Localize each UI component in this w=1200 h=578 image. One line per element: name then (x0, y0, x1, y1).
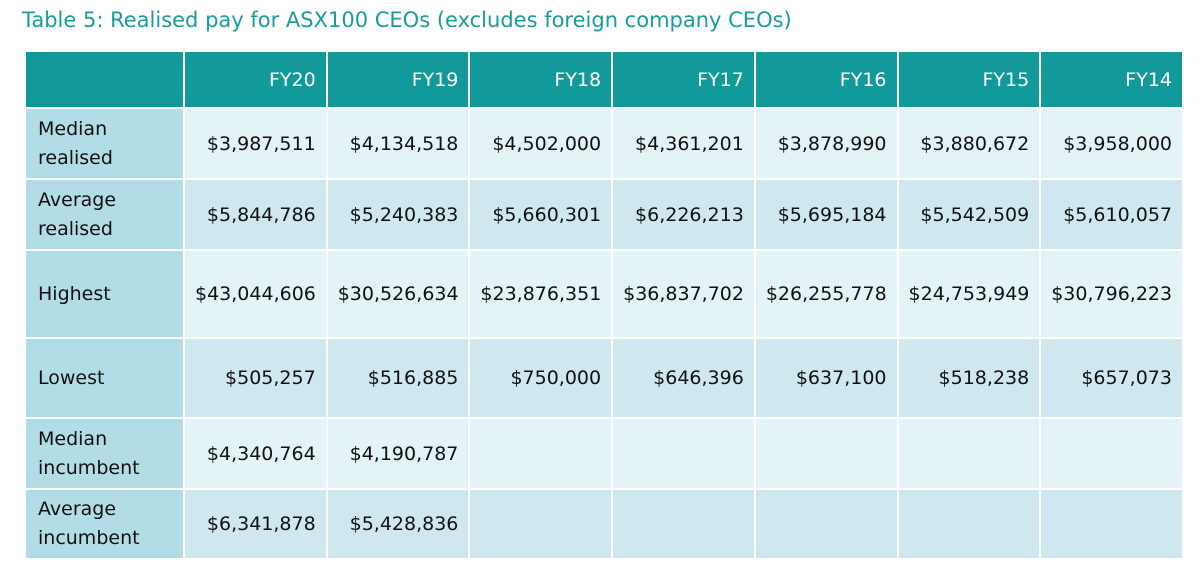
table-cell (753, 488, 899, 560)
table-cell: $43,044,606 (183, 249, 328, 339)
table-row: Lowest $505,257 $516,885 $750,000 $646,396 $6… (24, 337, 1184, 419)
table-cell: $3,880,672 (896, 107, 1042, 180)
column-header: FY15 (896, 50, 1042, 109)
table-cell: $750,000 (468, 337, 614, 419)
row-label: Median incumbent (24, 417, 185, 490)
table-cell (896, 488, 1042, 560)
table-cell: $4,134,518 (325, 107, 471, 180)
table-cell: $646,396 (611, 337, 756, 419)
table-cell: $24,753,949 (896, 249, 1042, 339)
table-cell (611, 488, 756, 560)
table-cell: $657,073 (1039, 337, 1184, 419)
realised-pay-table: FY20 FY19 FY18 FY17 FY16 FY15 FY14 Median real… (24, 50, 1184, 560)
row-label: Average realised (24, 178, 185, 251)
table-cell (611, 417, 756, 490)
table-cell: $505,257 (183, 337, 328, 419)
table-cell: $5,240,383 (325, 178, 471, 251)
table-cell: $5,660,301 (468, 178, 614, 251)
table-cell: $30,526,634 (325, 249, 471, 339)
table-cell: $4,502,000 (468, 107, 614, 180)
table-cell: $4,361,201 (611, 107, 756, 180)
column-header: FY17 (611, 50, 756, 109)
table-row: Average realised $5,844,786 $5,240,383 $5,6… (24, 178, 1184, 251)
table-row: Median incumbent $4,340,764 $4,190,787 (24, 417, 1184, 490)
table-title: Table 5: Realised pay for ASX100 CEOs (e… (22, 8, 792, 32)
column-header: FY18 (468, 50, 614, 109)
column-header: FY20 (183, 50, 328, 109)
header-corner (24, 50, 185, 109)
table-cell: $36,837,702 (611, 249, 756, 339)
table-cell (468, 488, 614, 560)
table-row: Median realised $3,987,511 $4,134,518 $4,50… (24, 107, 1184, 180)
table-row: Highest $43,044,606 $30,526,634 $23,876,351… (24, 249, 1184, 339)
table-cell (1039, 488, 1184, 560)
table-cell: $5,695,184 (753, 178, 899, 251)
table-cell: $4,190,787 (325, 417, 471, 490)
column-header: FY19 (325, 50, 471, 109)
table-cell: $5,542,509 (896, 178, 1042, 251)
table-cell: $637,100 (753, 337, 899, 419)
row-label: Highest (24, 249, 185, 339)
table-cell (896, 417, 1042, 490)
table-cell: $5,844,786 (183, 178, 328, 251)
table-cell: $30,796,223 (1039, 249, 1184, 339)
table-cell: $23,876,351 (468, 249, 614, 339)
table-cell: $518,238 (896, 337, 1042, 419)
table-cell (1039, 417, 1184, 490)
column-header: FY14 (1039, 50, 1184, 109)
column-header: FY16 (753, 50, 899, 109)
table-cell: $6,226,213 (611, 178, 756, 251)
table-cell: $516,885 (325, 337, 471, 419)
table-cell: $3,878,990 (753, 107, 899, 180)
header-row: FY20 FY19 FY18 FY17 FY16 FY15 FY14 (24, 50, 1184, 109)
table-row: Average incumbent $6,341,878 $5,428,836 (24, 488, 1184, 560)
row-label: Lowest (24, 337, 185, 419)
table-cell: $4,340,764 (183, 417, 328, 490)
table-cell: $5,610,057 (1039, 178, 1184, 251)
table-cell: $5,428,836 (325, 488, 471, 560)
table-cell: $3,987,511 (183, 107, 328, 180)
table-cell (753, 417, 899, 490)
table-cell (468, 417, 614, 490)
row-label: Average incumbent (24, 488, 185, 560)
row-label: Median realised (24, 107, 185, 180)
table-cell: $6,341,878 (183, 488, 328, 560)
table-cell: $26,255,778 (753, 249, 899, 339)
table-cell: $3,958,000 (1039, 107, 1184, 180)
